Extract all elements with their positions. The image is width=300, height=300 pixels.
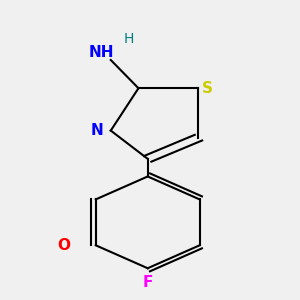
Text: O: O [57, 238, 70, 253]
Text: F: F [142, 275, 153, 290]
Text: N: N [91, 123, 103, 138]
Text: S: S [202, 81, 213, 96]
Text: NH: NH [89, 45, 114, 60]
Text: H: H [124, 32, 134, 46]
